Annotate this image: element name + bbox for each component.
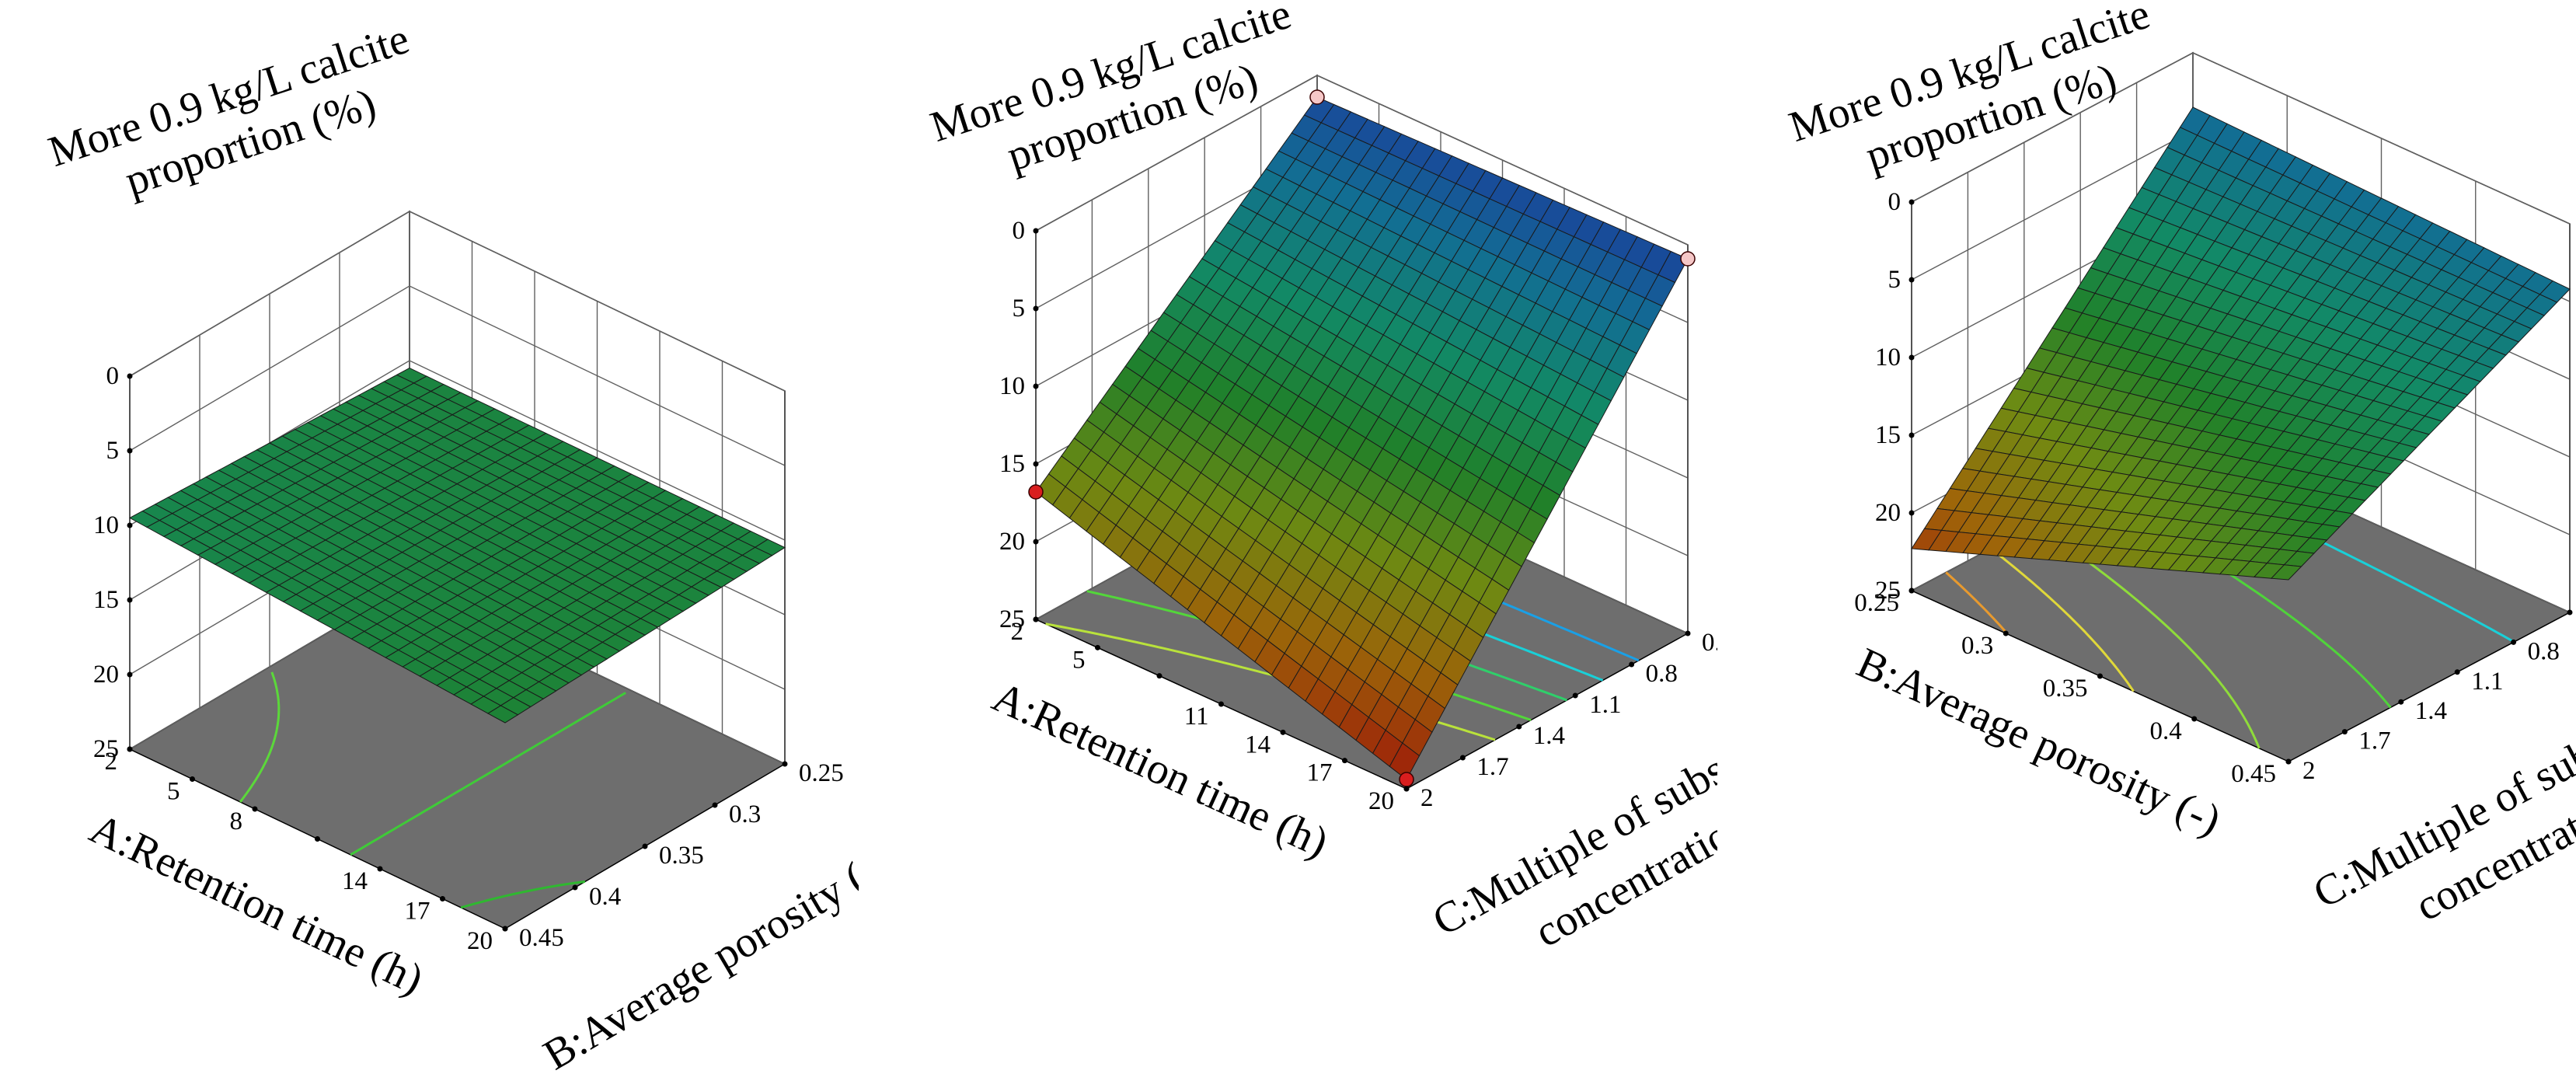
y-tick-label: 0.4 bbox=[589, 883, 621, 911]
x-tick-label: 5 bbox=[167, 778, 180, 806]
x-tick-label: 0.45 bbox=[2231, 760, 2276, 788]
design-point bbox=[1680, 251, 1696, 267]
z-tick-label: 25 bbox=[999, 605, 1025, 633]
z-tick-label: 0 bbox=[1013, 217, 1026, 245]
z-axis: 0 5 10 15 20 25 bbox=[93, 362, 133, 763]
x-tick-label: 8 bbox=[230, 807, 243, 835]
z-tick-label: 20 bbox=[999, 528, 1025, 556]
x-tick-label: 0.25 bbox=[1854, 589, 1899, 617]
y-axis: 0.50.81.11.41.72 bbox=[2285, 609, 2573, 785]
surface-plot-retention-time-vs-concentration: 051015202525111417200.50.81.11.41.72A:Re… bbox=[859, 0, 1717, 1088]
contour-line bbox=[460, 880, 586, 909]
response-surface bbox=[1911, 106, 2571, 581]
x-tick-label: 17 bbox=[405, 898, 430, 926]
x-tick-label: 0.35 bbox=[2043, 675, 2088, 703]
y-axis: 0.5 0.8 1.1 1.4 1.7 2 bbox=[1403, 629, 1717, 812]
x-tick-label: 20 bbox=[467, 927, 493, 955]
plot-svg: 051015202525111417200.50.81.11.41.72A:Re… bbox=[925, 0, 1717, 957]
z-tick-label: 15 bbox=[999, 450, 1025, 478]
z-tick-label: 10 bbox=[1875, 343, 1901, 371]
x-axis: 0.25 0.3 0.35 0.4 0.45 bbox=[1854, 588, 2292, 788]
design-point bbox=[1309, 89, 1325, 105]
y-tick-label: 1.4 bbox=[2415, 697, 2447, 725]
response-surface bbox=[128, 368, 786, 724]
z-tick-label: 20 bbox=[93, 661, 119, 689]
y-tick-label: 1.7 bbox=[2358, 727, 2390, 755]
z-tick-label: 0 bbox=[1888, 188, 1901, 216]
x-tick-label: 2 bbox=[1011, 618, 1024, 646]
y-tick-label: 2 bbox=[1420, 784, 1434, 812]
surface-plot-retention-time-vs-porosity: 0 5 10 15 20 25 2 5 8 14 17 20 0.25 0.3 0.35 0.4 0.45 A:R… bbox=[0, 0, 859, 1088]
y-tick-label: 0.5 bbox=[1702, 629, 1717, 657]
y-tick-label: 1.4 bbox=[1533, 722, 1565, 750]
z-axis: 0 5 10 15 20 25 bbox=[1875, 188, 1915, 605]
surface-cell bbox=[2270, 564, 2302, 581]
contour-line bbox=[1945, 571, 2010, 636]
y-tick-label: 2 bbox=[2302, 757, 2316, 785]
surface-cell bbox=[487, 705, 519, 724]
x-tick-label: 2 bbox=[105, 748, 118, 776]
contour-line bbox=[239, 671, 281, 803]
y-tick-label: 1.7 bbox=[1476, 753, 1508, 781]
x-tick-label: 11 bbox=[1184, 703, 1209, 731]
y-tick-label: 1.1 bbox=[1589, 691, 1621, 719]
z-tick-label: 15 bbox=[93, 586, 119, 614]
surface-plot-porosity-vs-concentration: 05101520250.250.30.350.40.450.50.81.11.4… bbox=[1717, 0, 2576, 1088]
z-tick-label: 10 bbox=[999, 372, 1025, 400]
y-tick-label: 1.1 bbox=[2471, 668, 2503, 696]
x-tick-label: 14 bbox=[1245, 731, 1271, 758]
y-axis: 0.25 0.3 0.35 0.4 0.45 bbox=[502, 759, 844, 952]
plot-svg: 05101520250.250.30.350.40.450.50.81.11.4… bbox=[1783, 0, 2576, 931]
y-tick-label: 0.3 bbox=[729, 800, 761, 828]
x-tick-label: 5 bbox=[1072, 646, 1086, 674]
z-tick-label: 5 bbox=[1888, 266, 1901, 294]
y-tick-label: 0.8 bbox=[2528, 637, 2560, 665]
y-tick-label: 0.8 bbox=[1646, 660, 1678, 688]
response-surface bbox=[1035, 96, 1689, 780]
x-tick-label: 14 bbox=[342, 867, 368, 895]
x-tick-label: 20 bbox=[1368, 787, 1394, 815]
z-tick-label: 5 bbox=[106, 437, 120, 465]
floor-contours bbox=[239, 671, 626, 909]
y-tick-label: 0.25 bbox=[799, 759, 844, 787]
x-tick-label: 17 bbox=[1307, 759, 1333, 787]
x-axis: 2 5 8 14 17 20 bbox=[105, 746, 508, 955]
x-tick-label: 0.3 bbox=[1961, 632, 1993, 660]
y-tick-label: 0.45 bbox=[519, 924, 564, 952]
z-tick-label: 10 bbox=[93, 511, 119, 539]
contour-line bbox=[350, 692, 626, 856]
y-tick-label: 0.35 bbox=[659, 842, 704, 870]
x-tick-label: 0.4 bbox=[2150, 717, 2182, 745]
z-tick-label: 20 bbox=[1875, 499, 1901, 527]
z-tick-label: 25 bbox=[1875, 577, 1901, 605]
x-axis: 2 5 11 14 17 20 bbox=[1011, 616, 1410, 815]
z-tick-label: 5 bbox=[1013, 295, 1026, 323]
plot-svg: 05101520252581417200.250.30.350.40.45A:R… bbox=[43, 15, 859, 1079]
z-tick-label: 0 bbox=[106, 362, 120, 390]
design-point bbox=[1028, 484, 1044, 500]
z-tick-label: 25 bbox=[93, 735, 119, 763]
z-tick-label: 15 bbox=[1875, 421, 1901, 449]
design-point bbox=[1399, 772, 1414, 787]
z-axis: 0 5 10 15 20 25 bbox=[999, 217, 1039, 633]
